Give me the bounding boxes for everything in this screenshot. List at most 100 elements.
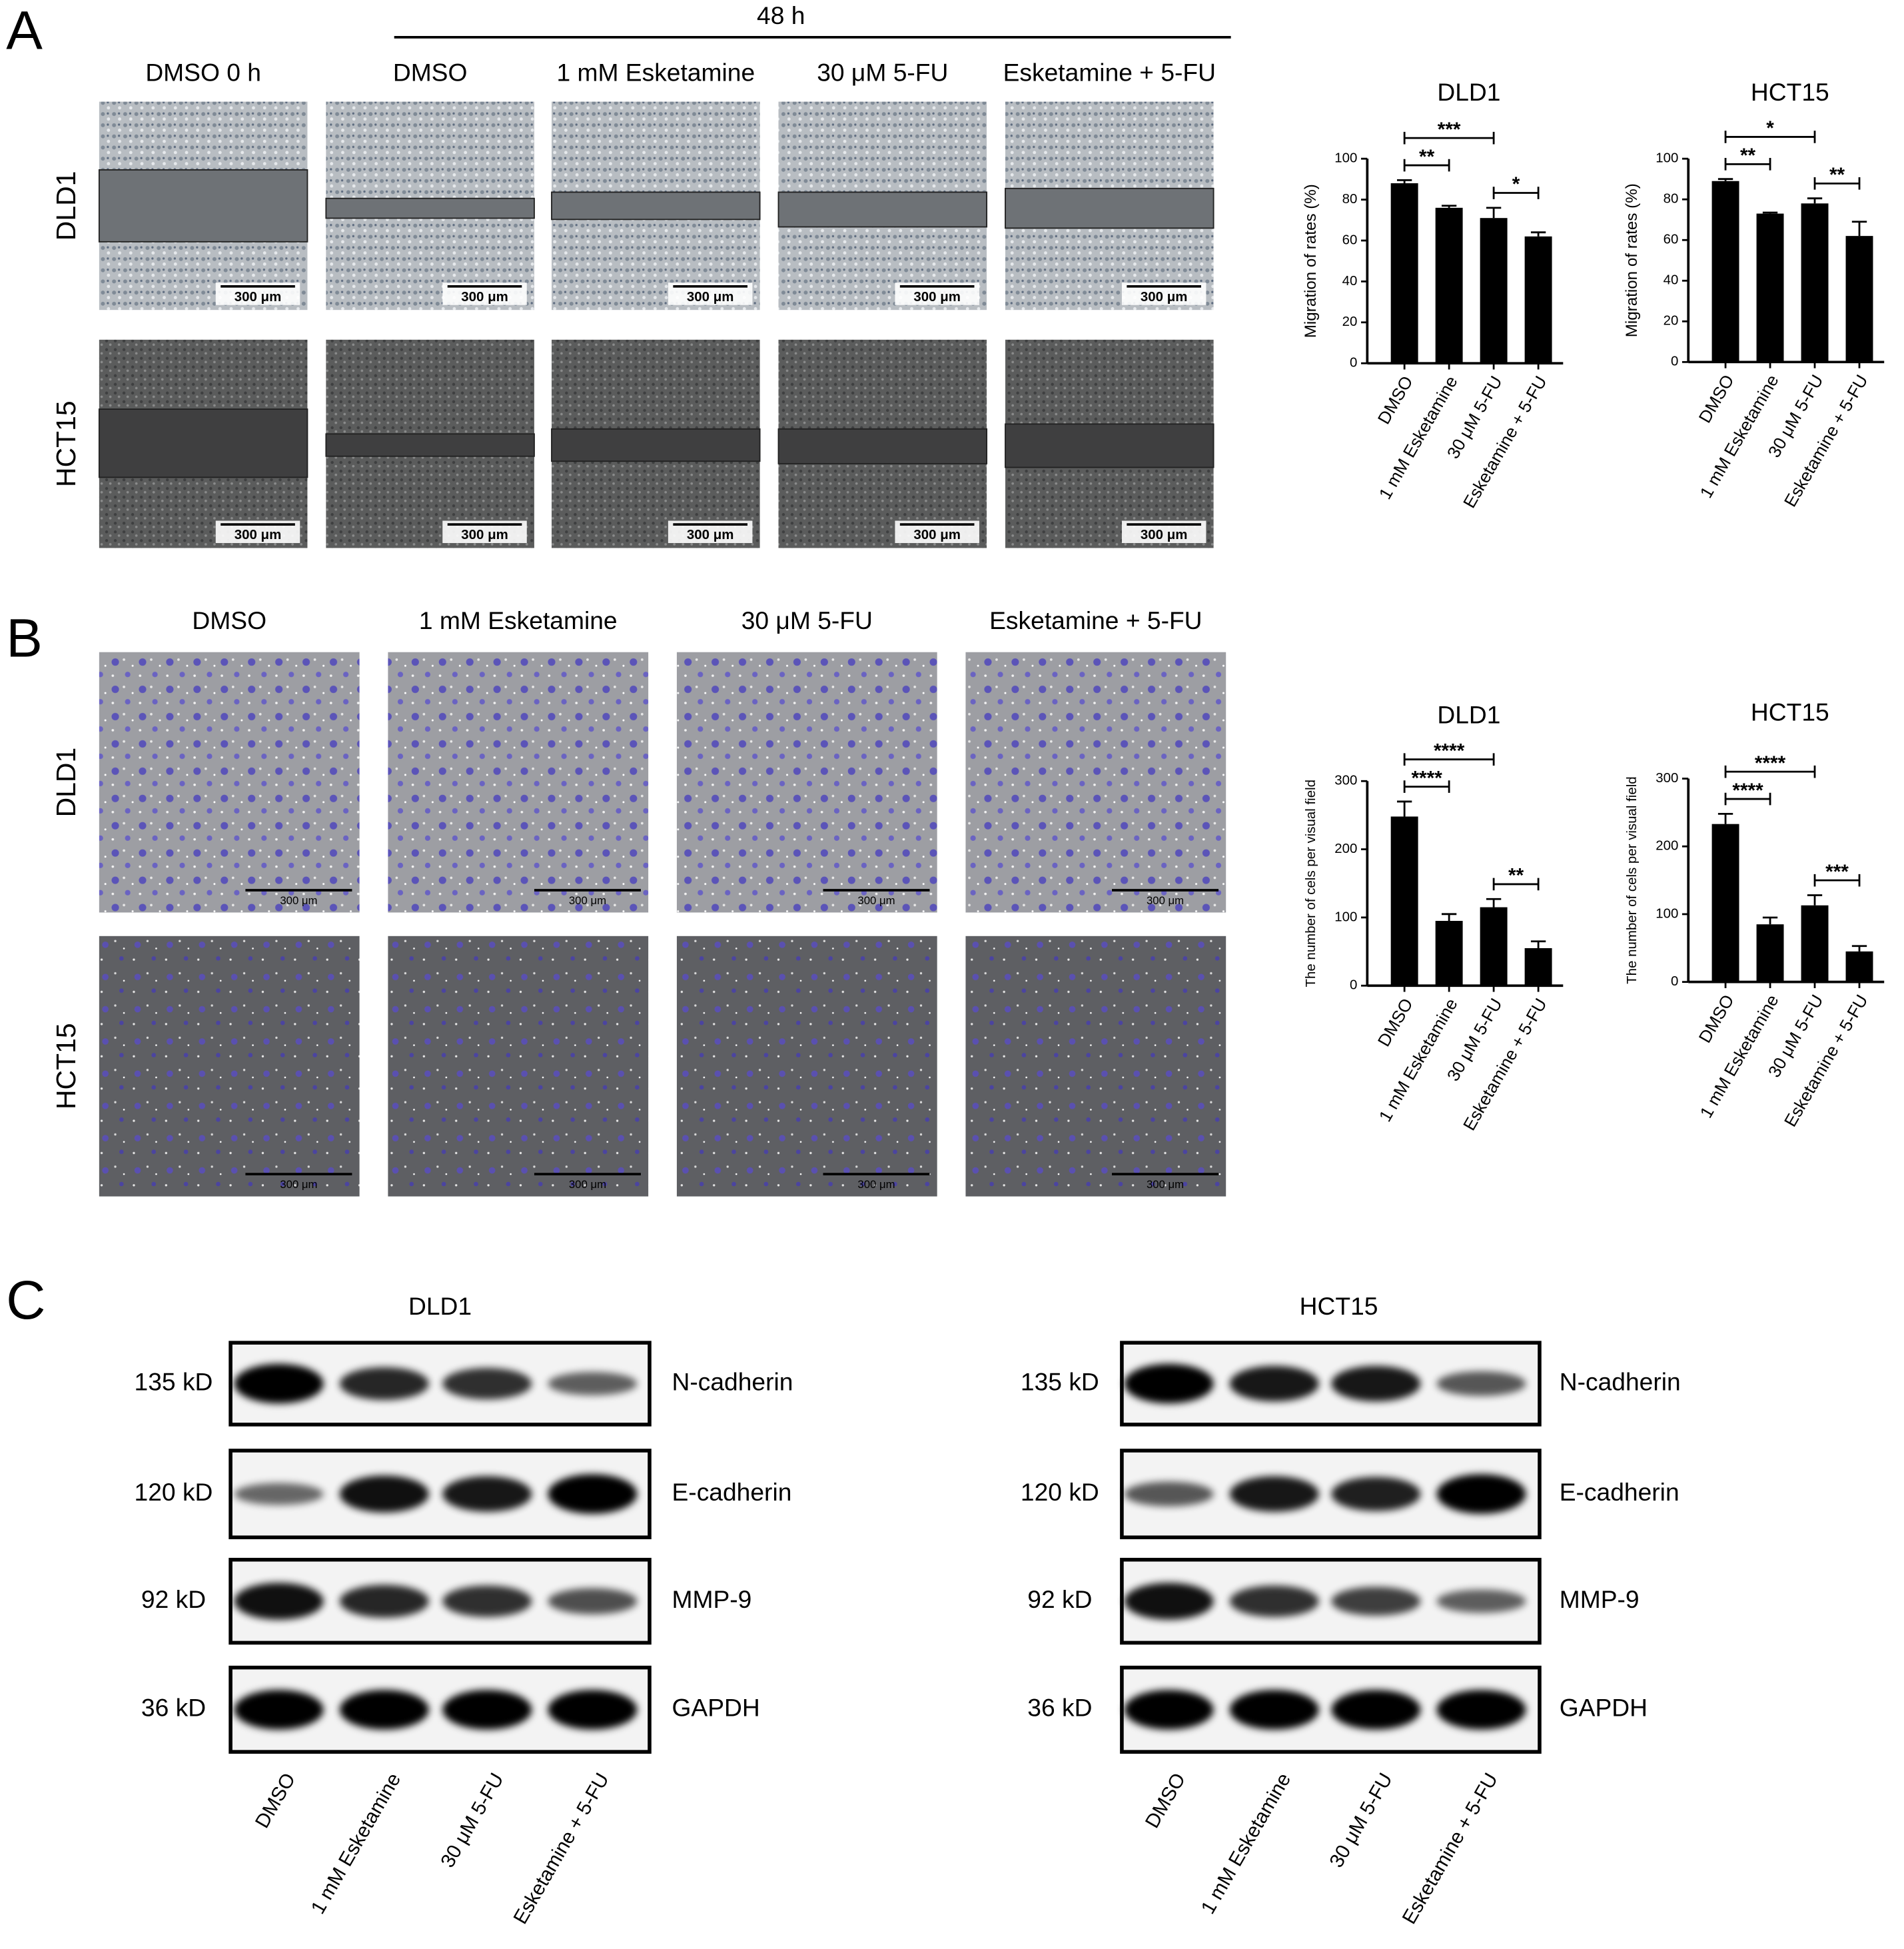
panel-label: A	[6, 1, 43, 61]
x-tick-label: DMSO	[1374, 372, 1417, 428]
bar	[1845, 951, 1873, 982]
column-header: Esketamine + 5-FU	[989, 606, 1202, 634]
bar	[1801, 905, 1829, 982]
wound-gap	[777, 191, 988, 228]
significance-bracket	[1492, 878, 1540, 891]
significance-label: ****	[1411, 767, 1442, 789]
blot-band	[1331, 1690, 1421, 1730]
bar	[1711, 181, 1739, 362]
protein-label: MMP-9	[672, 1585, 751, 1613]
y-tick-label: 60	[1342, 232, 1358, 247]
y-tick-label: 60	[1664, 232, 1679, 247]
y-tick-label: 0	[1671, 974, 1678, 989]
significance-label: ****	[1755, 752, 1786, 774]
scale-bar-label: 300 μm	[687, 289, 734, 305]
scale-bar-label: 300 μm	[569, 894, 606, 907]
y-tick-label: 300	[1334, 773, 1357, 788]
scale-bar-label: 300 μm	[1147, 894, 1184, 907]
micrograph	[388, 652, 649, 913]
bar	[1756, 213, 1784, 362]
x-tick-label: Esketamine + 5-FU	[1780, 371, 1872, 510]
lane-label: Esketamine + 5-FU	[1398, 1769, 1502, 1928]
y-tick-label: 100	[1656, 151, 1678, 166]
significance-bracket	[1813, 177, 1861, 190]
blot-band	[1229, 1365, 1319, 1402]
bar	[1435, 921, 1463, 986]
protein-label: N-cadherin	[672, 1367, 793, 1395]
y-axis-label: Migration of rates (%)	[1623, 183, 1641, 337]
lane-label: 1 mM Esketamine	[1197, 1769, 1296, 1918]
bar	[1480, 218, 1508, 364]
chart-title: DLD1	[1437, 78, 1500, 106]
bar	[1801, 203, 1829, 362]
blot-band	[1331, 1587, 1421, 1616]
significance-bracket	[1492, 187, 1540, 199]
x-tick-label: Esketamine + 5-FU	[1459, 995, 1551, 1134]
blot-band	[1229, 1585, 1319, 1617]
marker-label: 92 kD	[141, 1585, 206, 1613]
micrograph	[388, 936, 649, 1197]
y-tick-label: 0	[1671, 354, 1678, 369]
y-tick-label: 80	[1664, 191, 1679, 207]
lane-label: 30 μM 5-FU	[436, 1769, 508, 1871]
blot-band	[339, 1367, 429, 1401]
bar	[1845, 236, 1873, 362]
bar	[1756, 924, 1784, 982]
blot-band	[548, 1372, 638, 1396]
scale-bar-label: 300 μm	[1141, 289, 1188, 305]
micrograph	[676, 652, 937, 913]
blot-band	[1124, 1363, 1214, 1404]
protein-label: E-cadherin	[1560, 1478, 1679, 1506]
protein-label: N-cadherin	[1560, 1367, 1681, 1395]
x-tick-label: Esketamine + 5-FU	[1780, 991, 1872, 1130]
marker-label: 36 kD	[141, 1694, 206, 1722]
row-label: HCT15	[51, 1023, 81, 1109]
blot-band	[234, 1583, 324, 1620]
blot-band	[339, 1690, 429, 1730]
scale-bar-label: 300 μm	[857, 1178, 895, 1191]
scale-bar-label: 300 μm	[235, 527, 282, 542]
lane-label: 30 μM 5-FU	[1325, 1769, 1396, 1871]
wound-gap	[551, 428, 761, 462]
blot-band	[442, 1367, 532, 1400]
significance-bracket	[1724, 131, 1816, 143]
chart-title: DLD1	[1437, 700, 1500, 728]
protein-label: GAPDH	[1560, 1694, 1648, 1722]
bar	[1711, 824, 1739, 982]
marker-label: 120 kD	[135, 1478, 213, 1506]
x-tick-label: Esketamine + 5-FU	[1459, 372, 1551, 512]
column-header: 1 mM Esketamine	[556, 58, 755, 86]
blot-band	[339, 1475, 429, 1513]
significance-bracket	[1724, 158, 1771, 171]
significance-label: ****	[1434, 740, 1465, 762]
significance-label: ***	[1438, 119, 1461, 141]
significance-label: **	[1740, 145, 1756, 167]
blot-band	[234, 1483, 324, 1505]
y-axis-label: The number of cels per visual field	[1303, 780, 1318, 987]
column-header: 1 mM Esketamine	[419, 606, 618, 634]
blot-band	[548, 1588, 638, 1615]
column-header: DMSO 0 h	[145, 58, 261, 86]
marker-label: 135 kD	[1021, 1367, 1099, 1395]
blot-band	[1229, 1690, 1319, 1730]
wound-gap	[325, 197, 535, 219]
column-header: DMSO	[393, 58, 468, 86]
row-label: HCT15	[51, 400, 81, 487]
significance-bracket	[1403, 780, 1450, 793]
significance-label: **	[1829, 164, 1845, 186]
y-tick-label: 100	[1334, 909, 1357, 924]
bar	[1480, 907, 1508, 986]
scale-bar-label: 300 μm	[1147, 1178, 1184, 1191]
wound-gap	[551, 191, 761, 221]
blot-band	[1436, 1690, 1526, 1730]
row-label: DLD1	[51, 171, 81, 241]
scale-bar-label: 300 μm	[913, 527, 961, 542]
marker-label: 135 kD	[135, 1367, 213, 1395]
x-tick-label: DMSO	[1695, 371, 1738, 426]
panel-label: B	[6, 608, 43, 668]
wound-gap	[1005, 187, 1214, 229]
column-header: 30 μM 5-FU	[817, 58, 948, 86]
y-tick-label: 100	[1656, 906, 1678, 921]
y-tick-label: 200	[1334, 841, 1357, 856]
